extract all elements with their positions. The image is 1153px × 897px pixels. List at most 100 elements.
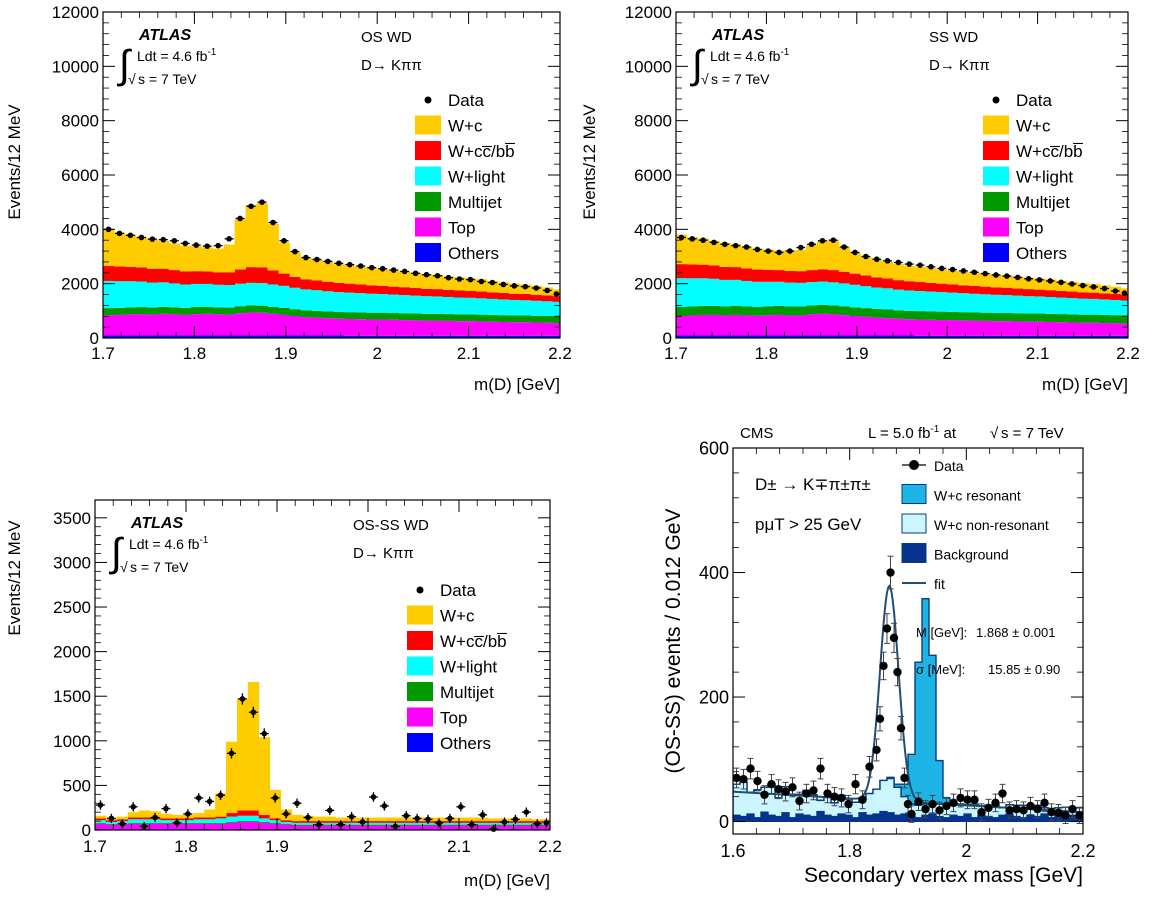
data-point bbox=[977, 808, 986, 817]
stack-bar-others bbox=[697, 335, 709, 338]
lumi-value: Ldt = 4.6 fb bbox=[137, 48, 208, 64]
stack-bar-multijet bbox=[762, 306, 775, 316]
stack-bar-others bbox=[355, 335, 367, 338]
data-point bbox=[851, 779, 860, 789]
stack-bar-w-light bbox=[968, 293, 981, 313]
stack-bar-top bbox=[278, 314, 290, 336]
stack-bar-w-light bbox=[322, 291, 334, 312]
stack-bar-w-cc-bb- bbox=[1077, 292, 1089, 299]
data-point bbox=[1068, 804, 1077, 814]
stack-bar-w-c bbox=[751, 248, 764, 270]
stack-bar-w-c bbox=[719, 242, 731, 267]
stack-bar-top bbox=[541, 322, 554, 336]
data-point bbox=[512, 816, 519, 823]
stack-bar-w-c bbox=[113, 232, 126, 267]
legend-swatch bbox=[407, 605, 433, 625]
data-point bbox=[468, 821, 475, 828]
stack-bar-w-light bbox=[530, 300, 543, 316]
stack-bar-w-cc-bb- bbox=[838, 271, 850, 284]
stack-bar-w-light bbox=[762, 281, 775, 307]
stack-bar-w-light bbox=[399, 295, 411, 314]
legend-swatch bbox=[901, 513, 927, 534]
stack-bar-w-c bbox=[389, 817, 402, 822]
data-point bbox=[991, 798, 1000, 808]
stack-bar-w-c bbox=[388, 270, 400, 287]
data-point bbox=[370, 794, 377, 800]
stack-bar-others bbox=[179, 335, 192, 338]
chart-panel-atlas-os-ss: 1.7 1.8 1.9 2 2.1 2.2 0 500 1000 1500 2000 2500 3000… bbox=[5, 499, 562, 890]
stack-bar-others bbox=[443, 335, 455, 338]
stack-bar-top bbox=[179, 314, 192, 336]
stack-bar-multijet bbox=[520, 824, 533, 826]
data-point bbox=[316, 821, 322, 828]
stack-bar-others bbox=[278, 335, 290, 338]
data-point bbox=[896, 723, 906, 733]
stack-bar-w-cc-bb- bbox=[708, 265, 720, 279]
stack-bar-w-c bbox=[333, 264, 345, 283]
data-point bbox=[938, 265, 945, 272]
stack-bar-w-cc-bb- bbox=[278, 273, 290, 286]
data-point bbox=[819, 237, 826, 244]
stack-bar-w-light bbox=[686, 278, 699, 307]
data-point bbox=[886, 568, 895, 577]
stack-bar-w-light bbox=[1055, 297, 1067, 315]
stack-area-background bbox=[733, 811, 1083, 823]
data-point bbox=[1036, 277, 1043, 283]
data-point bbox=[711, 239, 717, 246]
stack-bar-w-c bbox=[914, 266, 926, 283]
data-point bbox=[152, 814, 158, 821]
stack-bar-multijet bbox=[990, 313, 1002, 322]
stack-bar-multijet bbox=[676, 307, 688, 316]
lumi-text: Ldt = 4.6 fb-1 bbox=[129, 535, 209, 552]
stack-bar-multijet bbox=[201, 306, 214, 314]
stack-bar-top bbox=[411, 825, 423, 830]
stack-bar-top bbox=[1109, 323, 1122, 336]
x-axis-label: m(D) [GeV] bbox=[464, 871, 550, 890]
stack-bar-others bbox=[146, 335, 159, 338]
stack-bar-others bbox=[1055, 335, 1067, 338]
stack-bar-multijet bbox=[146, 307, 159, 315]
data-point bbox=[108, 815, 115, 822]
data-point bbox=[511, 283, 518, 289]
stack-bar-w-cc-bb- bbox=[124, 266, 137, 282]
stack-bar-w-cc-bb- bbox=[388, 286, 400, 295]
x-tick-label: 2 bbox=[942, 344, 951, 363]
stack-bar-w-c bbox=[300, 257, 312, 280]
data-point bbox=[956, 793, 965, 803]
stack-bar-multijet bbox=[182, 822, 194, 824]
stack-bar-others bbox=[388, 335, 400, 338]
stack-bar-w-light bbox=[1088, 298, 1100, 315]
data-point bbox=[171, 237, 178, 244]
stack-bar-w-light bbox=[182, 820, 194, 823]
stack-bar-top bbox=[368, 825, 380, 830]
y-tick-label: 3500 bbox=[53, 509, 91, 528]
y-axis-label: Events/12 MeV bbox=[5, 104, 24, 220]
stack-bar-w-light bbox=[519, 300, 532, 316]
stack-bar-top bbox=[751, 315, 764, 336]
legend-swatch bbox=[901, 484, 927, 504]
stack-bar-w-light bbox=[1033, 296, 1046, 314]
stack-bar-multijet bbox=[697, 305, 709, 315]
stack-bar-top bbox=[291, 825, 303, 830]
data-point bbox=[935, 806, 944, 815]
stack-bar-w-cc-bb- bbox=[291, 821, 303, 823]
legend-swatch bbox=[415, 141, 441, 160]
stack-bar-multijet bbox=[269, 822, 282, 824]
data-point bbox=[357, 263, 364, 269]
legend-swatch bbox=[407, 733, 433, 752]
stack-bar-top bbox=[105, 824, 118, 830]
stack-bar-top bbox=[455, 825, 467, 830]
stack-bar-w-cc-bb- bbox=[990, 287, 1002, 295]
stack-bar-top bbox=[520, 825, 533, 830]
data-point bbox=[802, 789, 811, 798]
x-tick-label: 1.9 bbox=[845, 344, 869, 363]
stack-bar-w-light bbox=[1001, 295, 1013, 314]
data-point bbox=[993, 272, 999, 278]
stack-bar-others bbox=[486, 335, 499, 338]
data-point bbox=[816, 764, 825, 773]
stack-bar-multijet bbox=[1023, 313, 1035, 322]
stack-bar-top bbox=[817, 313, 829, 336]
stack-bar-top bbox=[245, 312, 257, 336]
stack-bar-w-cc-bb- bbox=[378, 821, 391, 823]
stack-bar-w-light bbox=[730, 279, 742, 306]
